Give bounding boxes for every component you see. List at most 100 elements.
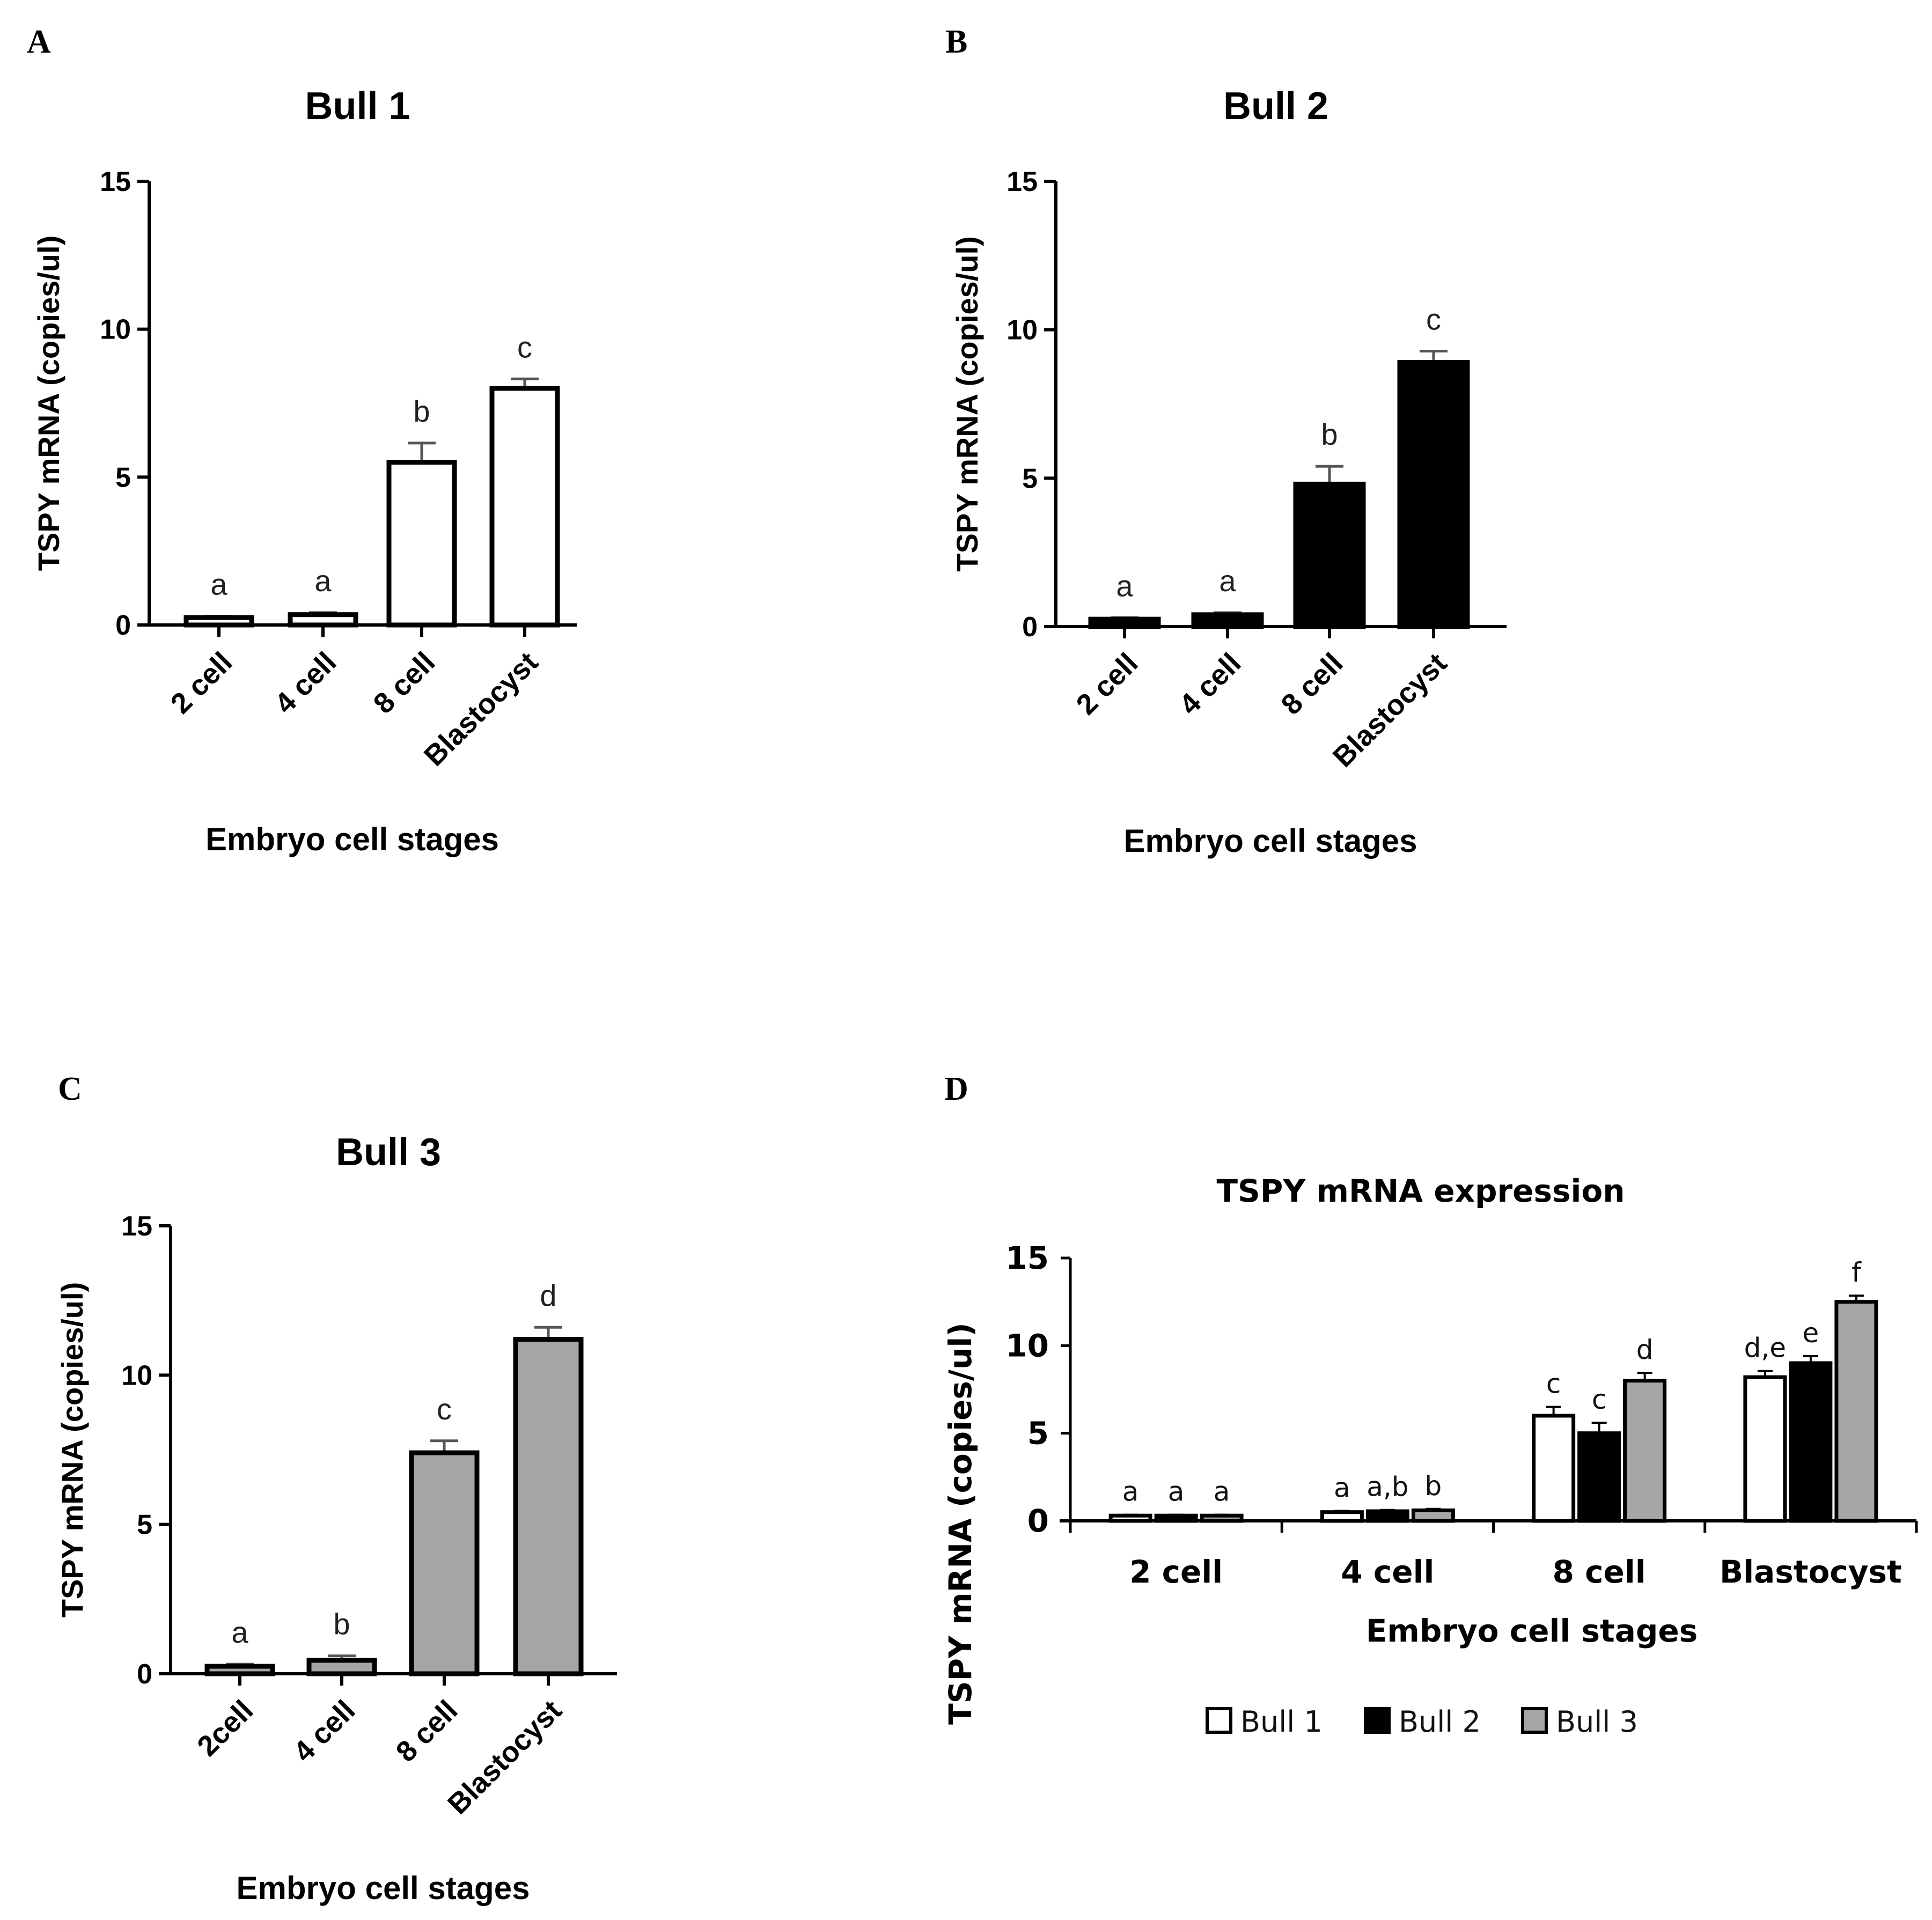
category-label: 2 cell: [165, 646, 239, 720]
significance-letter: a,b: [1367, 1472, 1408, 1503]
y-tick-label: 5: [1022, 463, 1038, 494]
y-tick-label: 15: [100, 166, 131, 197]
panel-letter: B: [945, 24, 967, 60]
y-tick-label: 5: [1027, 1415, 1049, 1452]
significance-letter: a: [1219, 564, 1236, 598]
bar: [409, 1450, 480, 1676]
x-axis-label: Embryo cell stages: [237, 1870, 530, 1906]
y-tick-label: 0: [1027, 1503, 1049, 1539]
category-label: 2cell: [191, 1694, 259, 1762]
significance-letter: c: [437, 1392, 452, 1426]
significance-letter: a: [314, 564, 332, 598]
significance-letter: c: [1592, 1384, 1607, 1415]
bar: [183, 615, 254, 628]
significance-letter: d: [540, 1278, 556, 1312]
category-label: 8 cell: [390, 1694, 464, 1768]
significance-letter: a: [1334, 1472, 1350, 1503]
bar: [1411, 1508, 1455, 1523]
significance-letter: b: [1321, 417, 1338, 451]
x-axis-label: Embryo cell stages: [1124, 823, 1417, 859]
significance-letter: f: [1852, 1257, 1862, 1288]
bar: [204, 1664, 275, 1676]
panel-d: D TSPY mRNA expression 0 5 10 15 TSPY mRNA (co…: [942, 1071, 1918, 1739]
bar: [306, 1658, 377, 1676]
bar: [288, 612, 358, 628]
bar: [1088, 616, 1161, 629]
significance-letter: a: [231, 1615, 248, 1649]
panel-b: B Bull 2 0 5 10 15 TSPY mRNA (copies/ul) a 2 cel…: [945, 24, 1507, 859]
category-label: Blastocyst: [1327, 647, 1453, 774]
legend: Bull 1 Bull 2 Bull 3: [1206, 1705, 1638, 1739]
category-label: 8 cell: [368, 646, 442, 720]
y-tick-label: 10: [1007, 315, 1038, 346]
bar: [1397, 360, 1470, 629]
category-label: 4 cell: [288, 1694, 362, 1768]
y-tick-label: 15: [121, 1211, 152, 1242]
legend-swatch: [1364, 1707, 1391, 1734]
significance-letter: a: [1214, 1476, 1230, 1507]
chart-title: Bull 1: [305, 85, 410, 128]
y-tick-label: 0: [115, 610, 131, 641]
bar: [1743, 1375, 1787, 1523]
y-tick-label: 5: [115, 462, 131, 493]
category-label: 4 cell: [1173, 647, 1247, 721]
legend-swatch: [1521, 1707, 1548, 1734]
significance-letter: b: [413, 394, 430, 428]
legend-label: Bull 3: [1556, 1705, 1638, 1739]
bar: [1200, 1513, 1244, 1523]
y-tick-label: 0: [1022, 612, 1038, 643]
y-tick-label: 5: [137, 1510, 152, 1541]
chart-title: Bull 2: [1223, 85, 1328, 128]
legend-label: Bull 2: [1399, 1705, 1481, 1739]
bar: [1834, 1300, 1878, 1523]
panel-c: C Bull 3 0 5 10 15 TSPY mRNA (copies/ul) a 2cell…: [55, 1071, 617, 1906]
panel-letter: A: [27, 24, 51, 60]
y-tick-label: 10: [100, 314, 131, 345]
bar: [1789, 1361, 1833, 1523]
bar: [1365, 1509, 1409, 1523]
bar: [1154, 1513, 1198, 1523]
significance-letter: a: [1122, 1476, 1139, 1507]
x-axis-label: Embryo cell stages: [1366, 1613, 1698, 1649]
x-axis-label: Embryo cell stages: [205, 821, 499, 857]
significance-letter: a: [1168, 1476, 1185, 1507]
category-label: 8 cell: [1553, 1554, 1646, 1590]
chart-title: Bull 3: [336, 1131, 441, 1174]
bar: [489, 386, 560, 628]
category-label: Blastocyst: [1720, 1554, 1902, 1590]
y-tick-label: 15: [1007, 166, 1038, 197]
panel-letter: D: [944, 1071, 968, 1107]
category-label: 2 cell: [1070, 647, 1144, 721]
significance-letter: c: [1426, 303, 1441, 336]
significance-letter: e: [1802, 1318, 1819, 1349]
significance-letter: b: [1425, 1470, 1442, 1502]
y-axis-label: TSPY mRNA (copies/ul): [32, 236, 65, 571]
bar: [1577, 1431, 1621, 1523]
bar: [1623, 1379, 1667, 1523]
y-axis-label: TSPY mRNA (copies/ul): [950, 236, 984, 571]
y-tick-label: 10: [121, 1360, 152, 1391]
panel-a: A Bull 1 0 5 10 15 TSPY mRNA (copies/ul) a 2 cel…: [27, 24, 577, 857]
y-tick-label: 15: [1005, 1240, 1049, 1276]
bar: [1532, 1414, 1576, 1523]
bar: [513, 1337, 584, 1676]
category-label: Blastocyst: [442, 1694, 568, 1821]
category-label: 4 cell: [269, 646, 343, 720]
bar: [1108, 1513, 1152, 1523]
y-tick-label: 10: [1005, 1327, 1049, 1364]
significance-letter: b: [333, 1607, 350, 1641]
chart-title: TSPY mRNA expression: [1216, 1173, 1625, 1209]
category-label: 2 cell: [1129, 1554, 1223, 1590]
bar: [386, 460, 457, 628]
y-axis-label: TSPY mRNA (copies/ul): [55, 1282, 89, 1617]
significance-letter: c: [1546, 1369, 1561, 1400]
bar: [1191, 612, 1264, 629]
category-label: 4 cell: [1341, 1554, 1434, 1590]
bar: [1293, 481, 1366, 629]
category-label: 8 cell: [1275, 647, 1349, 721]
legend-swatch: [1206, 1707, 1232, 1734]
significance-letter: a: [1116, 569, 1133, 602]
significance-letter: a: [210, 567, 227, 601]
significance-letter: d: [1636, 1334, 1654, 1365]
